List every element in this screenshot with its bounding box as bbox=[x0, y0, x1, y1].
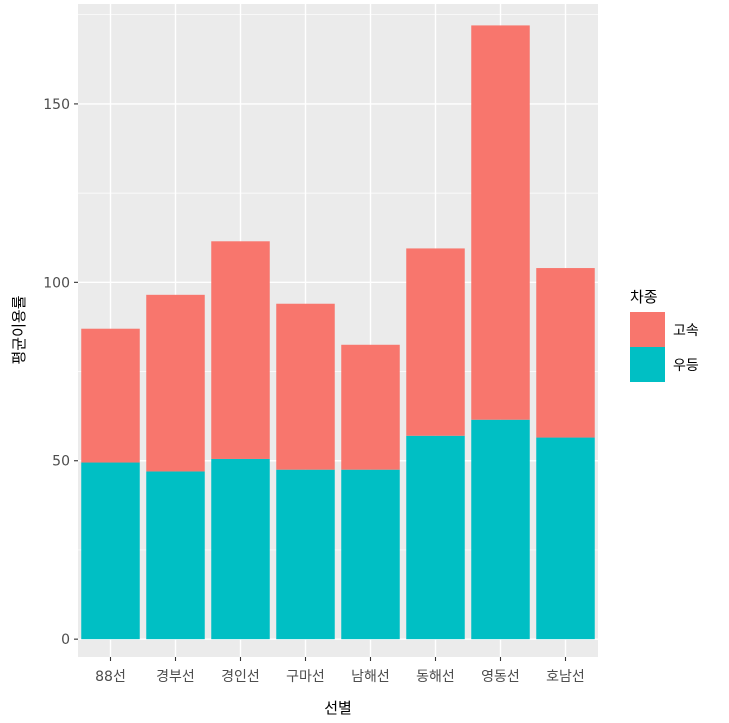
bar-segment bbox=[406, 435, 465, 640]
x-tick-label: 동해선 bbox=[416, 669, 455, 685]
bar-segment bbox=[471, 25, 530, 420]
bar-segment bbox=[536, 268, 595, 438]
bar-segment bbox=[211, 458, 270, 640]
x-tick-label: 경인선 bbox=[221, 669, 260, 685]
legend-label: 고속 bbox=[673, 323, 699, 339]
bar-segment bbox=[536, 437, 595, 640]
y-tick-label: 150 bbox=[43, 97, 70, 113]
x-tick-label: 영동선 bbox=[481, 669, 520, 685]
y-tick-label: 100 bbox=[43, 275, 70, 291]
x-tick-label: 구마선 bbox=[286, 669, 325, 685]
legend-key bbox=[630, 312, 665, 347]
x-tick-label: 남해선 bbox=[351, 669, 390, 685]
bar-segment bbox=[471, 419, 530, 640]
legend-key bbox=[630, 347, 665, 382]
x-axis-title: 선별 bbox=[324, 699, 352, 717]
legend-label: 우등 bbox=[673, 358, 699, 374]
x-tick-label: 88선 bbox=[95, 669, 126, 685]
bar-segment bbox=[146, 471, 205, 640]
y-axis: 0 50 100 150 bbox=[43, 97, 78, 648]
y-axis-title: 평균이용률 bbox=[10, 295, 28, 364]
y-tick-label: 50 bbox=[52, 454, 70, 470]
y-tick-label: 0 bbox=[61, 632, 70, 648]
bar-segment bbox=[341, 344, 400, 470]
bar-segment bbox=[406, 248, 465, 436]
legend-title: 차종 bbox=[630, 288, 658, 306]
x-tick-label: 경부선 bbox=[156, 669, 195, 685]
bar-segment bbox=[146, 294, 205, 472]
bar-segment bbox=[211, 241, 270, 459]
bar-segment bbox=[341, 469, 400, 640]
x-axis: 88선 경부선 경인선 구마선 남해선 동해선 영동선 호남선 bbox=[95, 657, 585, 685]
bar-segment bbox=[81, 462, 140, 640]
bar-segment bbox=[276, 469, 335, 640]
bar-segment bbox=[81, 328, 140, 463]
x-tick-label: 호남선 bbox=[546, 669, 585, 685]
bar-segment bbox=[276, 303, 335, 470]
bars bbox=[81, 25, 595, 640]
